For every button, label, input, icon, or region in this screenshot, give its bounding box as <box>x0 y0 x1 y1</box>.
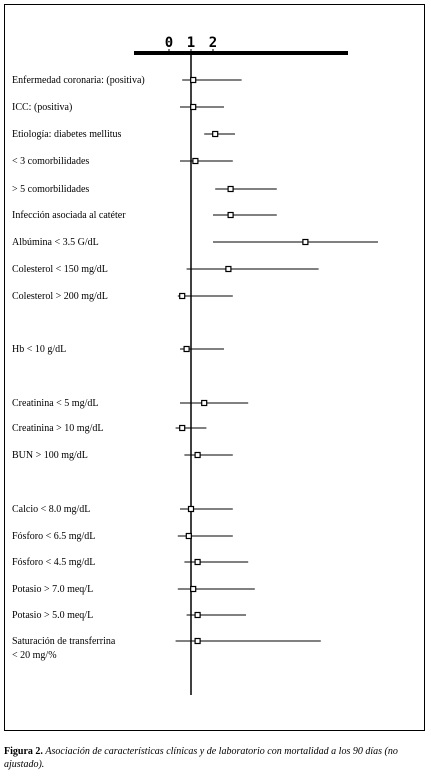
point-estimate <box>201 399 208 407</box>
point-estimate <box>227 211 234 219</box>
row-label: Calcio < 8.0 mg/dL <box>12 504 90 515</box>
row-label: Hb < 10 g/dL <box>12 344 66 355</box>
point-estimate <box>179 424 186 432</box>
point-estimate <box>185 532 192 540</box>
point-estimate <box>302 238 309 246</box>
row-label: BUN > 100 mg/dL <box>12 450 88 461</box>
row-label: Saturación de transferrina <box>12 636 116 647</box>
point-estimate <box>194 637 201 645</box>
point-estimate <box>190 585 197 593</box>
row-label: Colesterol > 200 mg/dL <box>12 291 108 302</box>
point-estimate <box>227 185 234 193</box>
row-label: Enfermedad coronaria: (positiva) <box>12 75 145 86</box>
row-label: < 20 mg/% <box>12 650 57 661</box>
caption-label: Figura 2. <box>4 746 43 757</box>
point-estimate <box>183 345 190 353</box>
caption-text: Asociación de características clínicas y… <box>4 746 398 770</box>
point-estimate <box>194 451 201 459</box>
figure-caption: Figura 2. Asociación de características … <box>4 745 428 771</box>
point-estimate <box>190 76 197 84</box>
row-label: Colesterol < 150 mg/dL <box>12 264 108 275</box>
x-tick-label: 2 <box>209 35 217 51</box>
point-estimate <box>212 130 219 138</box>
row-label: Creatinina < 5 mg/dL <box>12 398 98 409</box>
row-label: Creatinina > 10 mg/dL <box>12 423 103 434</box>
row-label: Fósforo < 4.5 mg/dL <box>12 557 95 568</box>
figure-frame <box>4 4 425 731</box>
point-estimate <box>190 103 197 111</box>
point-estimate <box>194 611 201 619</box>
point-estimate <box>194 558 201 566</box>
row-label: Potasio > 5.0 meq/L <box>12 610 93 621</box>
row-label: Fósforo < 6.5 mg/dL <box>12 531 95 542</box>
point-estimate <box>187 505 195 513</box>
x-tick-label: 1 <box>187 35 195 51</box>
row-label: < 3 comorbilidades <box>12 156 89 167</box>
x-tick-label: 0 <box>165 35 173 51</box>
row-label: Infección asociada al catéter <box>12 210 126 221</box>
point-estimate <box>192 157 199 165</box>
row-label: > 5 comorbilidades <box>12 184 89 195</box>
point-estimate <box>179 292 186 300</box>
row-label: ICC: (positiva) <box>12 102 72 113</box>
row-label: Potasio > 7.0 meq/L <box>12 584 93 595</box>
row-label: Albúmina < 3.5 G/dL <box>12 237 99 248</box>
row-label: Etiología: diabetes mellitus <box>12 129 122 140</box>
point-estimate <box>225 265 232 273</box>
